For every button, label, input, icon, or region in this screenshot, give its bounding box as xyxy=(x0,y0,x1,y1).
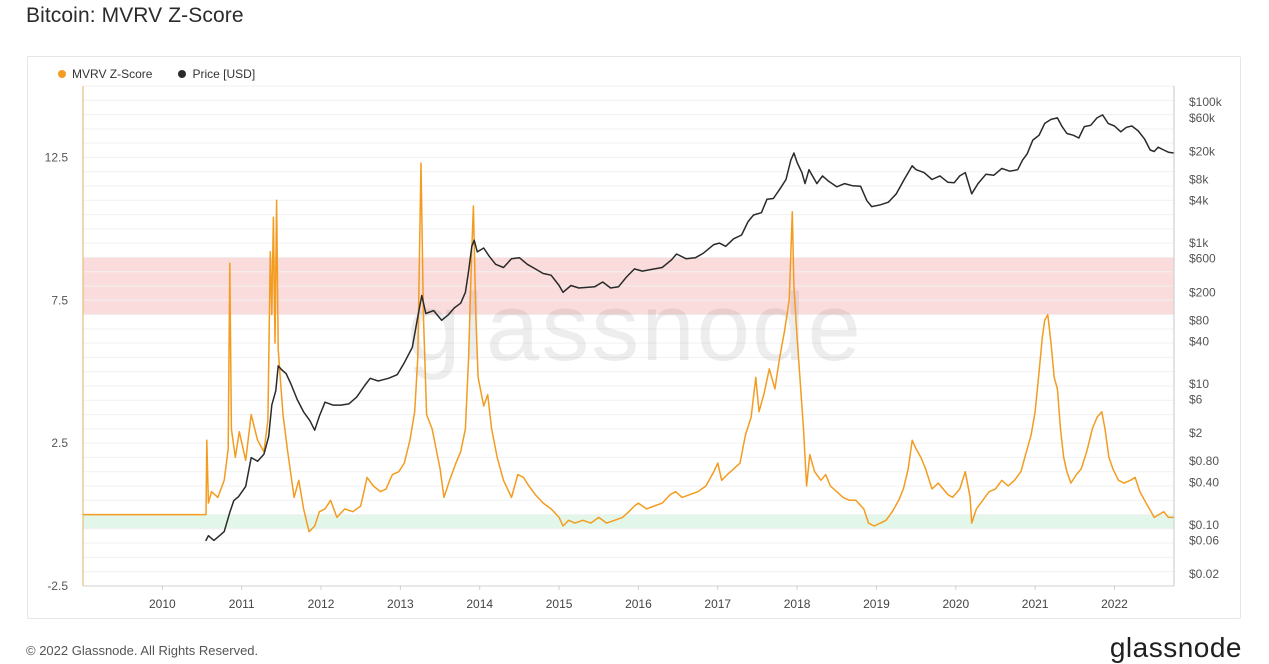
y-right-tick-label: $200 xyxy=(1189,285,1216,299)
series-line-price xyxy=(205,114,1175,542)
brand-logo: glassnode xyxy=(1109,632,1242,663)
y-right-tick-label: $20k xyxy=(1189,144,1216,158)
y-right-tick-label: $1k xyxy=(1189,236,1209,250)
y-right-tick-label: $4k xyxy=(1189,194,1209,208)
y-left-tick-label: 2.5 xyxy=(51,436,68,450)
x-tick-label: 2012 xyxy=(308,597,335,611)
y-right-tick-label: $8k xyxy=(1189,172,1209,186)
x-tick-label: 2013 xyxy=(387,597,414,611)
legend-label-price: Price [USD] xyxy=(192,67,256,81)
y-right-tick-label: $600 xyxy=(1189,252,1216,266)
x-tick-label: 2016 xyxy=(625,597,652,611)
y-right-tick-label: $0.06 xyxy=(1189,533,1219,547)
y-right-tick-label: $0.02 xyxy=(1189,567,1219,581)
legend-label-mvrv: MVRV Z-Score xyxy=(72,67,153,81)
x-tick-label: 2011 xyxy=(229,597,255,611)
y-right-tick-label: $100k xyxy=(1189,95,1223,109)
x-tick-label: 2015 xyxy=(546,597,573,611)
y-left-tick-label: 7.5 xyxy=(51,293,68,307)
y-right-tick-label: $2 xyxy=(1189,426,1203,440)
x-tick-label: 2014 xyxy=(466,597,493,611)
y-right-tick-label: $40 xyxy=(1189,335,1209,349)
x-tick-label: 2022 xyxy=(1101,597,1128,611)
page-title: Bitcoin: MVRV Z-Score xyxy=(26,4,244,27)
x-tick-label: 2020 xyxy=(942,597,969,611)
y-right-tick-label: $0.10 xyxy=(1189,518,1219,532)
y-right-tick-label: $6 xyxy=(1189,393,1203,407)
x-tick-label: 2018 xyxy=(784,597,811,611)
x-tick-label: 2021 xyxy=(1022,597,1049,611)
x-tick-label: 2019 xyxy=(863,597,890,611)
x-tick-label: 2010 xyxy=(149,597,176,611)
legend-dot-price xyxy=(178,70,187,78)
y-left-tick-label: 12.5 xyxy=(45,150,69,164)
axes: 12.5 7.5 2.5 -2.5 $100k $60k $20k $8k $4k $1k $600… xyxy=(45,86,1223,611)
y-right-tick-label: $0.40 xyxy=(1189,475,1219,489)
series-lines xyxy=(82,114,1175,542)
legend: MVRV Z-Score Price [USD] xyxy=(58,67,255,81)
series-line-mvrv xyxy=(82,162,1175,533)
legend-item-mvrv[interactable]: MVRV Z-Score xyxy=(58,67,152,81)
y-right-tick-label: $0.80 xyxy=(1189,454,1219,468)
y-left-tick-label: -2.5 xyxy=(47,579,68,593)
copyright-text: © 2022 Glassnode. All Rights Reserved. xyxy=(26,643,259,658)
legend-dot-mvrv xyxy=(58,70,66,78)
y-right-tick-label: $80 xyxy=(1189,313,1209,327)
y-right-tick-label: $60k xyxy=(1189,111,1216,125)
band-1 xyxy=(83,514,1174,529)
legend-item-price[interactable]: Price [USD] xyxy=(178,67,255,81)
y-right-tick-label: $10 xyxy=(1189,377,1209,391)
x-tick-label: 2017 xyxy=(704,597,731,611)
